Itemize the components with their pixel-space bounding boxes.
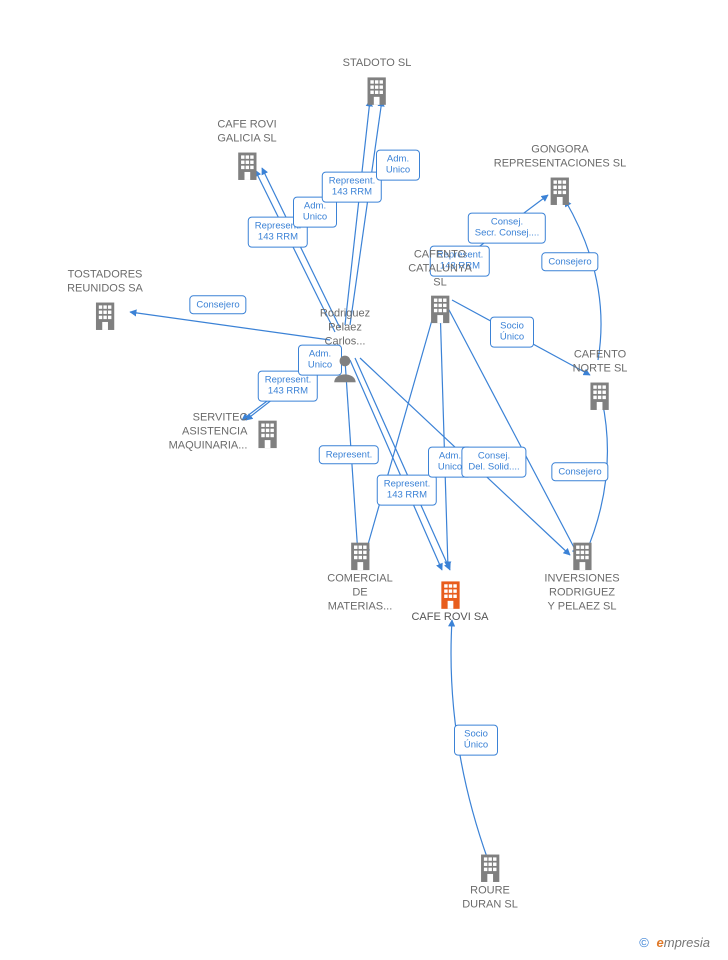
edge-cafento_c-comercial — [365, 306, 436, 555]
copyright-symbol: © — [639, 935, 649, 950]
edge-label: Represent.143 RRM — [322, 172, 382, 203]
edge-layer — [0, 0, 728, 960]
edge-label: Adm.Unico — [376, 150, 420, 181]
edge-label: Consej.Del. Solid.... — [461, 447, 526, 478]
edge-label: Represent. — [319, 445, 379, 464]
edge-cafento_c-caferovi — [440, 305, 448, 568]
brand-rest: mpresia — [664, 935, 710, 950]
edge-label: Consej.Secr. Consej.... — [468, 213, 546, 244]
edge-label: Represent.143 RRM — [430, 246, 490, 277]
edge-label: SocioÚnico — [454, 725, 498, 756]
network-canvas: ConsejeroRepresent.143 RRMAdm.UnicoRepre… — [0, 0, 728, 960]
edge-cafento_n-gongora — [565, 200, 601, 360]
edge-label: Consejero — [541, 252, 598, 271]
edge-label: Represent.143 RRM — [377, 475, 437, 506]
watermark: © empresia — [639, 935, 710, 950]
brand-e: e — [657, 935, 664, 950]
edge-label: Consejero — [551, 462, 608, 481]
edge-label: SocioÚnico — [490, 317, 534, 348]
edge-label: Adm.Unico — [298, 345, 342, 376]
edge-label: Consejero — [189, 295, 246, 314]
edge-rodriguez-tostadores — [130, 312, 330, 340]
